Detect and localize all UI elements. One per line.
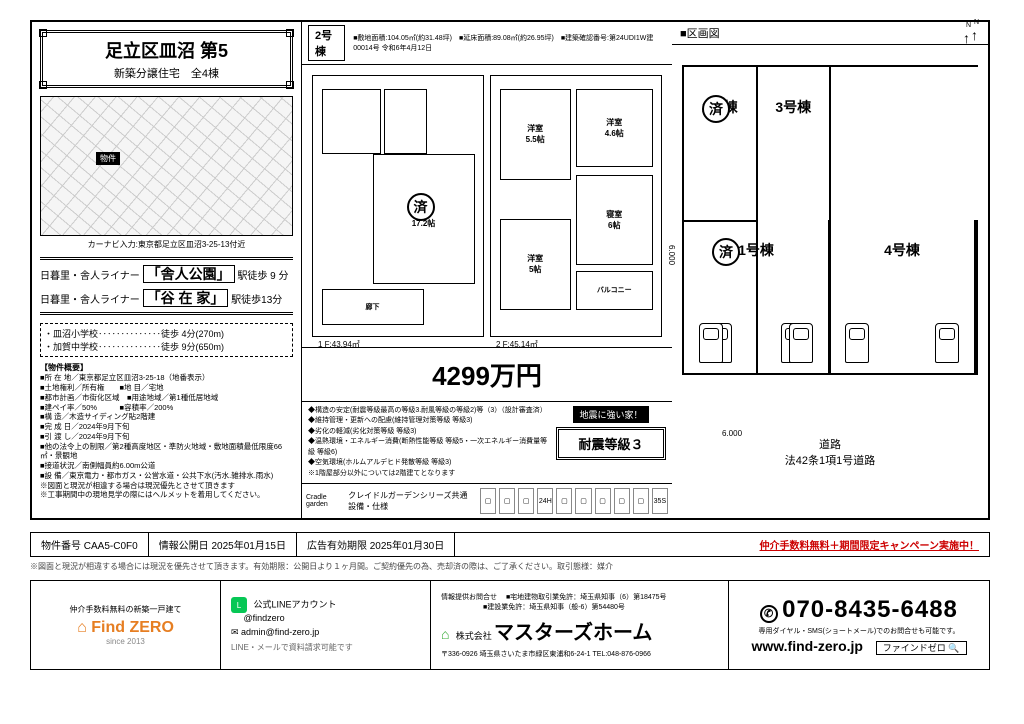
- line-row: L 公式LINEアカウント @findzero: [231, 597, 420, 623]
- sold-stamp: 済: [702, 95, 730, 123]
- room-y55: 洋室 5.5帖: [500, 89, 571, 180]
- parking-icon: [789, 323, 813, 363]
- station-box: 日暮里・舎人ライナー 「舎人公園」 駅徒歩 9 分 日暮里・舎人ライナー 「谷 …: [40, 257, 293, 315]
- price: 4299万円: [302, 347, 672, 401]
- equip-icon: ▢: [575, 488, 591, 514]
- title-sub: 新築分譲住宅 全4棟: [51, 65, 282, 81]
- equip-icon: ▢: [595, 488, 611, 514]
- room-bed: 寝室 6帖: [576, 175, 653, 266]
- dim-v: 6.000: [667, 245, 676, 265]
- corridor: 廊下: [322, 289, 424, 325]
- parking-icon: [845, 323, 869, 363]
- room-wc: [384, 89, 427, 154]
- lot-1b: 1号棟 済: [684, 220, 830, 373]
- equip-icon: ▢: [499, 488, 515, 514]
- building-number: 2号棟: [308, 25, 345, 61]
- equip-icon: ▢: [518, 488, 534, 514]
- balcony: バルコニー: [576, 271, 653, 310]
- lot-4: 4号棟: [830, 220, 976, 373]
- equip-icon: 35S: [652, 488, 668, 514]
- footer-phone-col: ✆070-8435-6488 専用ダイヤル・SMS(ショートメール)でのお問合せ…: [729, 581, 989, 669]
- findzero-logo: ⌂ Find ZERO: [77, 619, 174, 637]
- floorplan-2f: 洋室 5.5帖 洋室 4.6帖 寝室 6帖 洋室 5帖 バルコニー 2 F:45…: [490, 75, 662, 337]
- right-column: ■区画図 ↑ 2号棟 済 3号棟 1号棟: [672, 22, 988, 518]
- compass-icon: ↑: [963, 30, 970, 46]
- location-map: 物件: [40, 96, 293, 236]
- quake-badge: 地震に強い家！: [573, 406, 648, 423]
- title-box: 足立区皿沼 第5 新築分譲住宅 全4棟: [40, 30, 293, 88]
- campaign-text: 仲介手数料無料＋期間限定キャンペーン実施中！: [455, 533, 989, 556]
- publish-date: 情報公開日 2025年01月15日: [149, 533, 297, 556]
- equip-icon: ▢: [614, 488, 630, 514]
- fine-print: ※図面と現況が相違する場合には現況を優先させて頂きます。有効期限：公開日より１ヶ…: [30, 561, 994, 572]
- floorplan-1f: LDK 17.2帖 廊下 済 1 F:43.94㎡: [312, 75, 484, 337]
- middle-column: 2号棟 ■敷地面積:104.05㎡(約31.48坪) ■延床面積:89.08㎡(…: [302, 22, 672, 518]
- property-details: 【物件概要】 ■所 在 地／東京都足立区皿沼3-25-18（地番表示） ■土地権…: [40, 363, 293, 500]
- title-main: 足立区皿沼 第5: [51, 37, 282, 63]
- parking-icon: [699, 323, 723, 363]
- footer-contact-col: L 公式LINEアカウント @findzero ✉ admin@find-zer…: [221, 581, 431, 669]
- listing-sheet: 足立区皿沼 第5 新築分譲住宅 全4棟 物件 カーナビ入力:東京都足立区皿沼3-…: [30, 20, 990, 520]
- sold-stamp: 済: [407, 193, 435, 221]
- phone-number: ✆070-8435-6488: [760, 596, 958, 624]
- line-icon: L: [231, 597, 247, 613]
- quake-level: 耐震等級３: [556, 427, 666, 460]
- spec-box: ◆構造の安定(耐震等級最高の等級3.耐風等級の等級2)等（3）（設計審査済） ◆…: [302, 401, 672, 484]
- f1-label: 1 F:43.94㎡: [318, 339, 360, 350]
- school-box: ・皿沼小学校‥‥‥‥‥‥‥徒歩 4分(270m) ・加賀中学校‥‥‥‥‥‥‥徒歩…: [40, 323, 293, 357]
- plot-area: 2号棟 済 3号棟 1号棟 済: [672, 45, 988, 518]
- floorplan-area: LDK 17.2帖 廊下 済 1 F:43.94㎡ 洋室 5.5帖 洋室 4.6…: [302, 65, 672, 347]
- equip-icon: ▢: [480, 488, 496, 514]
- house-icon: ⌂: [441, 626, 449, 642]
- room-bath: [322, 89, 382, 154]
- building-header: 2号棟 ■敷地面積:104.05㎡(約31.48坪) ■延床面積:89.08㎡(…: [302, 22, 672, 65]
- road-label: 道路 法42条1項1号道路: [672, 436, 988, 468]
- equipment-strip: Cradle garden クレイドルガーデンシリーズ共通設備・仕様 ▢ ▢ ▢…: [302, 483, 672, 518]
- carnavi-text: カーナビ入力:東京都足立区皿沼3-25-13付近: [40, 239, 293, 250]
- expiry-date: 広告有効期限 2025年01月30日: [297, 533, 455, 556]
- parking-icon: [935, 323, 959, 363]
- property-id: 物件番号 CAA5-C0F0: [31, 533, 149, 556]
- station-1: 日暮里・舎人ライナー 「舎人公園」 駅徒歩 9 分: [40, 262, 293, 286]
- footer-company-col: 情報提供お問合せ ■宅地建物取引業免許：埼玉県知事（6）第18475号 ■建設業…: [431, 581, 729, 669]
- info-bar: 物件番号 CAA5-C0F0 情報公開日 2025年01月15日 広告有効期限 …: [30, 532, 990, 557]
- equip-icon: 24H: [537, 488, 553, 514]
- room-y5: 洋室 5帖: [500, 219, 571, 310]
- room-y46: 洋室 4.6帖: [576, 89, 653, 167]
- footer-logo-col: 仲介手数料無料の新築一戸建て ⌂ Find ZERO since 2013: [31, 581, 221, 669]
- spec-bullets: ◆構造の安定(耐震等級最高の等級3.耐風等級の等級2)等（3）（設計審査済） ◆…: [308, 406, 550, 480]
- left-column: 足立区皿沼 第5 新築分譲住宅 全4棟 物件 カーナビ入力:東京都足立区皿沼3-…: [32, 22, 302, 518]
- equip-icon: ▢: [633, 488, 649, 514]
- map-marker: 物件: [96, 152, 120, 165]
- quake-box: 地震に強い家！ 耐震等級３: [556, 406, 666, 480]
- phone-icon: ✆: [760, 605, 778, 623]
- station-2: 日暮里・舎人ライナー 「谷 在 家」 駅徒歩13分: [40, 286, 293, 310]
- footer: 仲介手数料無料の新築一戸建て ⌂ Find ZERO since 2013 L …: [30, 580, 990, 670]
- compass-icon: ↑: [971, 27, 978, 43]
- website-url: www.find-zero.jp: [752, 638, 863, 654]
- f2-label: 2 F:45.14㎡: [496, 339, 538, 350]
- company-name: マスターズホーム: [494, 622, 652, 644]
- plot-header: ■区画図 ↑: [672, 22, 988, 45]
- cradle-logo: Cradle garden: [306, 494, 345, 508]
- search-badge: ファインドゼロ 🔍: [876, 641, 967, 655]
- equip-icon: ▢: [556, 488, 572, 514]
- email-row: ✉ admin@find-zero.jp: [231, 627, 420, 638]
- sold-stamp: 済: [712, 238, 740, 266]
